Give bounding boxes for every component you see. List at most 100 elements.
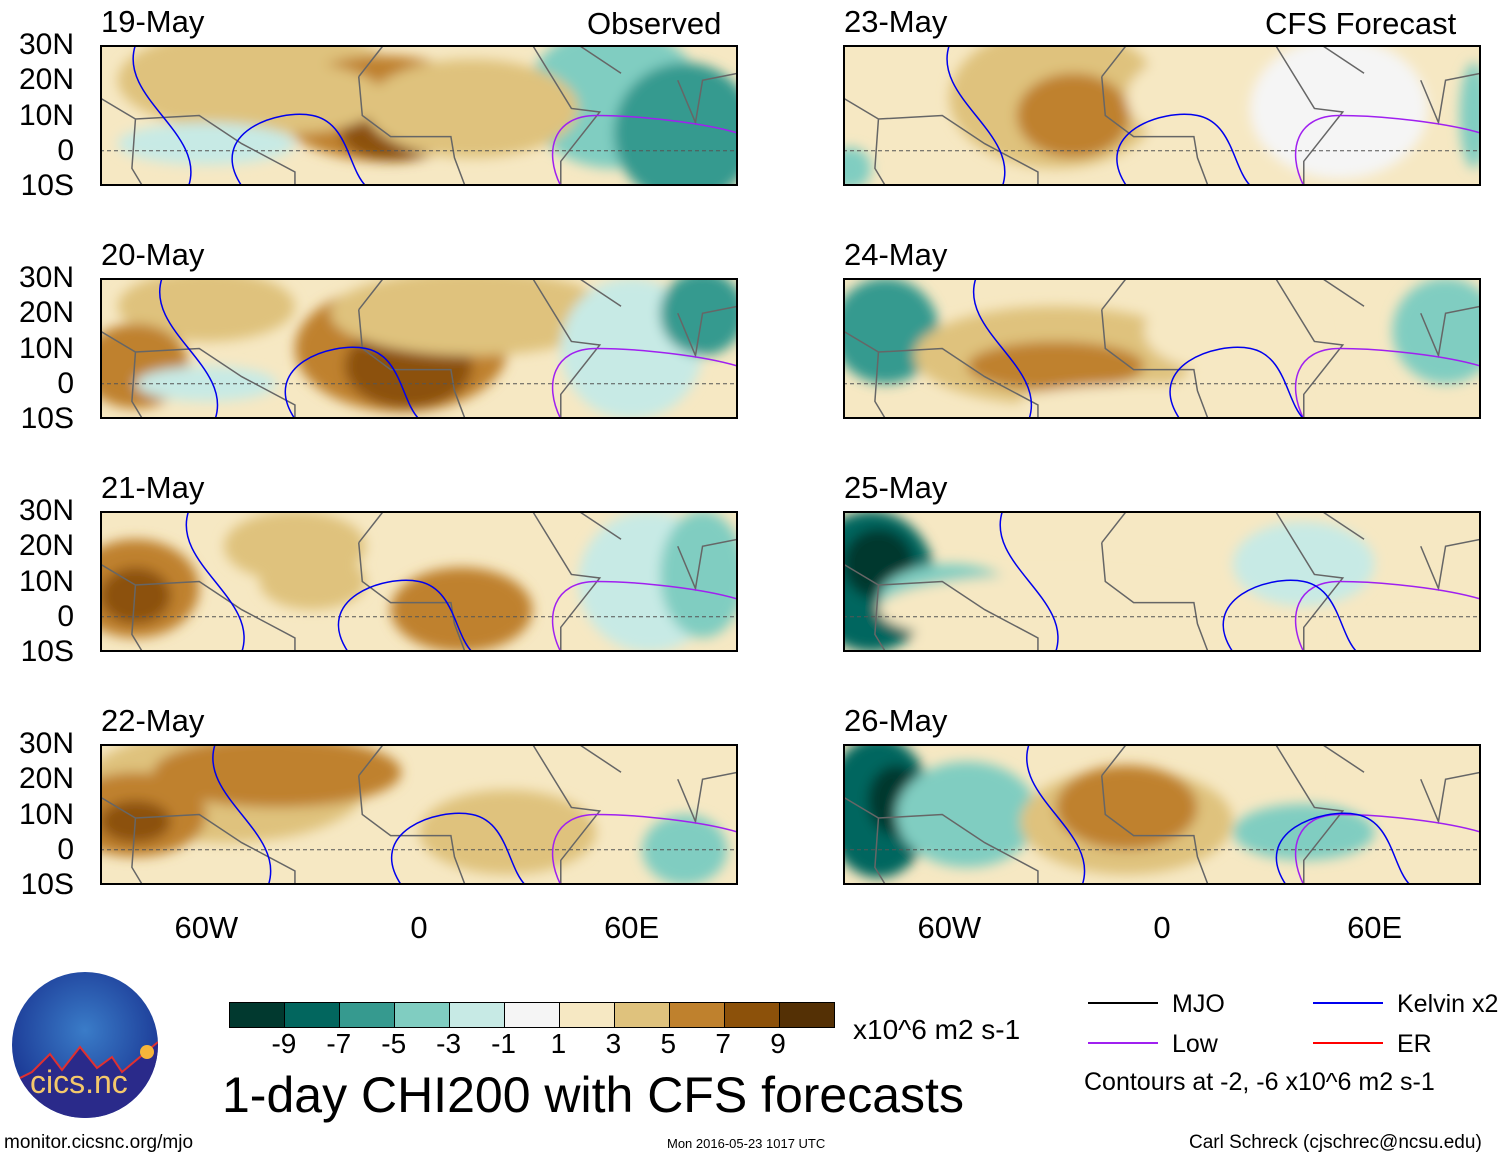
lon-label: 60W — [174, 910, 239, 945]
colorbar-units: x10^6 m2 s-1 — [853, 1014, 1021, 1045]
map-panel — [843, 744, 1481, 885]
lat-label: 20N — [18, 529, 74, 563]
kelvin-contour — [999, 511, 1358, 652]
mountain-icon — [12, 1041, 158, 1118]
colorbar-swatch — [780, 1003, 834, 1027]
anomaly-region — [100, 567, 171, 624]
coastline — [843, 744, 1481, 885]
legend-label: ER — [1397, 1030, 1432, 1058]
anomaly-region — [1232, 803, 1375, 861]
colorbar-tick-label: -7 — [326, 1028, 352, 1059]
panel-frame — [100, 278, 738, 419]
low-contour — [1294, 580, 1481, 652]
lon-label: 60W — [917, 910, 982, 945]
panel-date: 22-May — [101, 703, 205, 738]
anomaly-region — [1339, 616, 1481, 652]
legend-label: Low — [1172, 1030, 1218, 1058]
footer-timestamp: Mon 2016-05-23 1017 UTC — [667, 1136, 826, 1151]
panel-date: 26-May — [844, 703, 948, 738]
lat-label: 10S — [20, 635, 74, 668]
panel-date: 25-May — [844, 470, 948, 505]
low-contour — [1294, 347, 1481, 419]
anomaly-region — [365, 59, 579, 158]
panel-date: 21-May — [101, 470, 205, 505]
map-panel — [843, 278, 1481, 419]
colorbar-swatch — [725, 1003, 780, 1027]
anomaly-region — [1459, 62, 1481, 169]
cics-logo: cics.nc — [12, 972, 158, 1118]
anomaly-region — [117, 122, 295, 165]
coastline — [100, 744, 738, 885]
lon-label: 60E — [604, 910, 660, 945]
colorbar-swatch — [285, 1003, 340, 1027]
map-panel — [843, 511, 1481, 652]
footer-author: Carl Schreck (cjschrec@ncsu.edu) — [1189, 1132, 1482, 1153]
low-contour — [1294, 114, 1481, 186]
anomaly-region — [1392, 278, 1481, 384]
coastline — [843, 278, 1481, 419]
colorbar-tick-label: 5 — [660, 1028, 677, 1059]
legend-label: Kelvin x2 — [1397, 990, 1499, 1018]
legend-line — [1313, 1042, 1383, 1044]
panel-date: 19-May — [101, 4, 205, 39]
colorbar-tick-label: -9 — [271, 1028, 297, 1059]
kelvin-contour — [212, 744, 526, 885]
colorbar-swatch — [395, 1003, 450, 1027]
lat-label: 0 — [57, 832, 74, 866]
low-contour — [551, 347, 738, 419]
kelvin-contour — [159, 278, 420, 419]
footer-url: monitor.cicsnc.org/mjo — [4, 1132, 194, 1153]
map-panel — [843, 45, 1481, 186]
lon-label: 0 — [410, 910, 428, 945]
colorbar-tick-label: -3 — [436, 1028, 462, 1059]
legend-line — [1313, 1002, 1383, 1004]
kelvin-contour — [1026, 744, 1411, 885]
coastline — [100, 511, 738, 652]
colorbar-swatch — [670, 1003, 725, 1027]
lat-label: 30N — [18, 494, 74, 527]
panel-frame — [100, 45, 738, 186]
lat-label: 20N — [18, 296, 74, 330]
panel-frame — [100, 744, 738, 885]
colorbar-tick-label: 1 — [550, 1028, 567, 1059]
anomaly-region — [117, 278, 295, 342]
panel-frame — [843, 278, 1481, 419]
colorbar-tick-label: 7 — [715, 1028, 731, 1059]
panel-date: 20-May — [101, 237, 205, 272]
lat-label: 20N — [18, 63, 74, 97]
panel-frame — [843, 511, 1481, 652]
contours-note: Contours at -2, -6 x10^6 m2 s-1 — [1084, 1068, 1435, 1096]
lat-label: 10N — [18, 98, 74, 132]
low-contour — [551, 813, 738, 885]
anomaly-region — [660, 278, 738, 356]
lat-label: 10N — [18, 797, 74, 831]
map-panel — [100, 744, 738, 885]
anomaly-region — [206, 62, 384, 134]
anomaly-region — [967, 341, 1145, 391]
legend-line — [1088, 1042, 1158, 1044]
colorbar-swatch — [230, 1003, 285, 1027]
colorbar-swatch — [560, 1003, 615, 1027]
anomaly-region — [259, 553, 366, 610]
forecast-header: CFS Forecast — [1265, 6, 1457, 41]
anomaly-region — [896, 761, 1038, 868]
panel-frame — [843, 744, 1481, 885]
panel-date: 23-May — [844, 4, 948, 39]
colorbar-swatch — [450, 1003, 505, 1027]
low-contour — [551, 580, 738, 652]
kelvin-contour — [185, 511, 473, 652]
coastline — [843, 45, 1481, 186]
kelvin-contour — [132, 45, 367, 186]
anomaly-region — [153, 744, 402, 808]
low-contour — [551, 114, 738, 186]
anomaly-region — [1339, 744, 1481, 815]
anomaly-region — [330, 278, 614, 356]
lat-label: 30N — [18, 261, 74, 294]
colorbar-tick-label: 3 — [605, 1028, 622, 1059]
colorbar-swatch — [340, 1003, 395, 1027]
anomaly-region — [1016, 73, 1131, 158]
observed-header: Observed — [587, 6, 722, 41]
lat-label: 0 — [57, 599, 74, 633]
lat-label: 10S — [20, 169, 74, 202]
anomaly-region — [878, 574, 1233, 645]
